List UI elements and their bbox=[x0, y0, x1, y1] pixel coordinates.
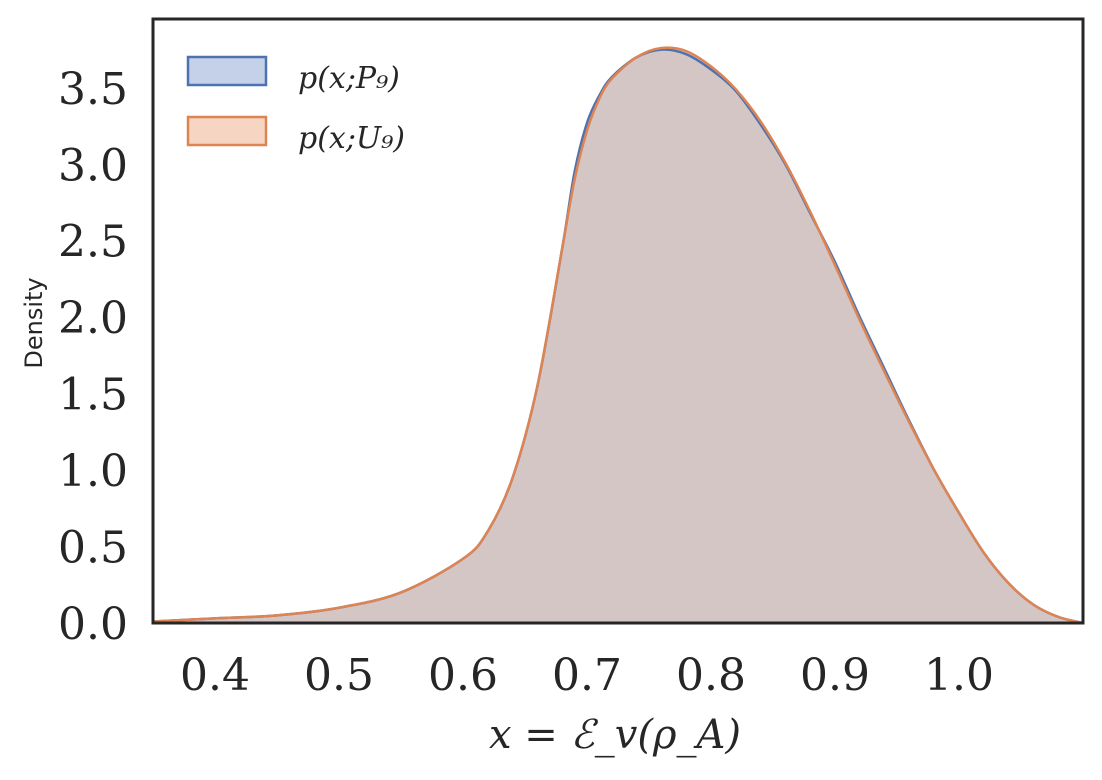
x-tick-labels: 0.4 0.5 0.6 0.7 0.8 0.9 1.0 bbox=[180, 650, 994, 701]
x-tick-label: 0.6 bbox=[428, 650, 498, 701]
y-tick-label: 1.5 bbox=[58, 370, 128, 421]
density-areas bbox=[152, 46, 1084, 625]
y-tick-label: 0.5 bbox=[58, 523, 128, 574]
density-line-u9 bbox=[152, 46, 1084, 625]
y-tick-label: 3.5 bbox=[58, 64, 128, 115]
y-axis-label: Density bbox=[20, 277, 48, 368]
y-tick-labels: 0.0 0.5 1.0 1.5 2.0 2.5 3.0 3.5 bbox=[58, 64, 128, 650]
density-fill-p9 bbox=[153, 49, 1083, 624]
legend-label-u9: p(x;U₉) bbox=[298, 121, 405, 156]
y-tick-label: 1.0 bbox=[58, 446, 128, 497]
x-axis-label: x = ℰ_v(ρ_A) bbox=[489, 712, 741, 758]
legend-label-p9: p(x;P₉) bbox=[298, 61, 400, 96]
y-tick-label: 3.0 bbox=[58, 140, 128, 191]
x-tick-label: 0.8 bbox=[676, 650, 746, 701]
legend-swatch-u9 bbox=[186, 115, 268, 147]
x-tick-label: 1.0 bbox=[924, 650, 994, 701]
legend: p(x;P₉) p(x;U₉) bbox=[186, 55, 405, 156]
plot-frame bbox=[151, 17, 1085, 625]
x-tick-label: 0.9 bbox=[800, 650, 870, 701]
y-tick-label: 2.0 bbox=[58, 293, 128, 344]
y-tick-label: 0.0 bbox=[58, 599, 128, 650]
legend-swatch-p9 bbox=[186, 55, 268, 87]
x-tick-label: 0.7 bbox=[552, 650, 622, 701]
x-tick-label: 0.5 bbox=[304, 650, 374, 701]
y-tick-label: 2.5 bbox=[58, 217, 128, 268]
x-tick-label: 0.4 bbox=[180, 650, 250, 701]
density-fill-u9 bbox=[153, 47, 1083, 624]
